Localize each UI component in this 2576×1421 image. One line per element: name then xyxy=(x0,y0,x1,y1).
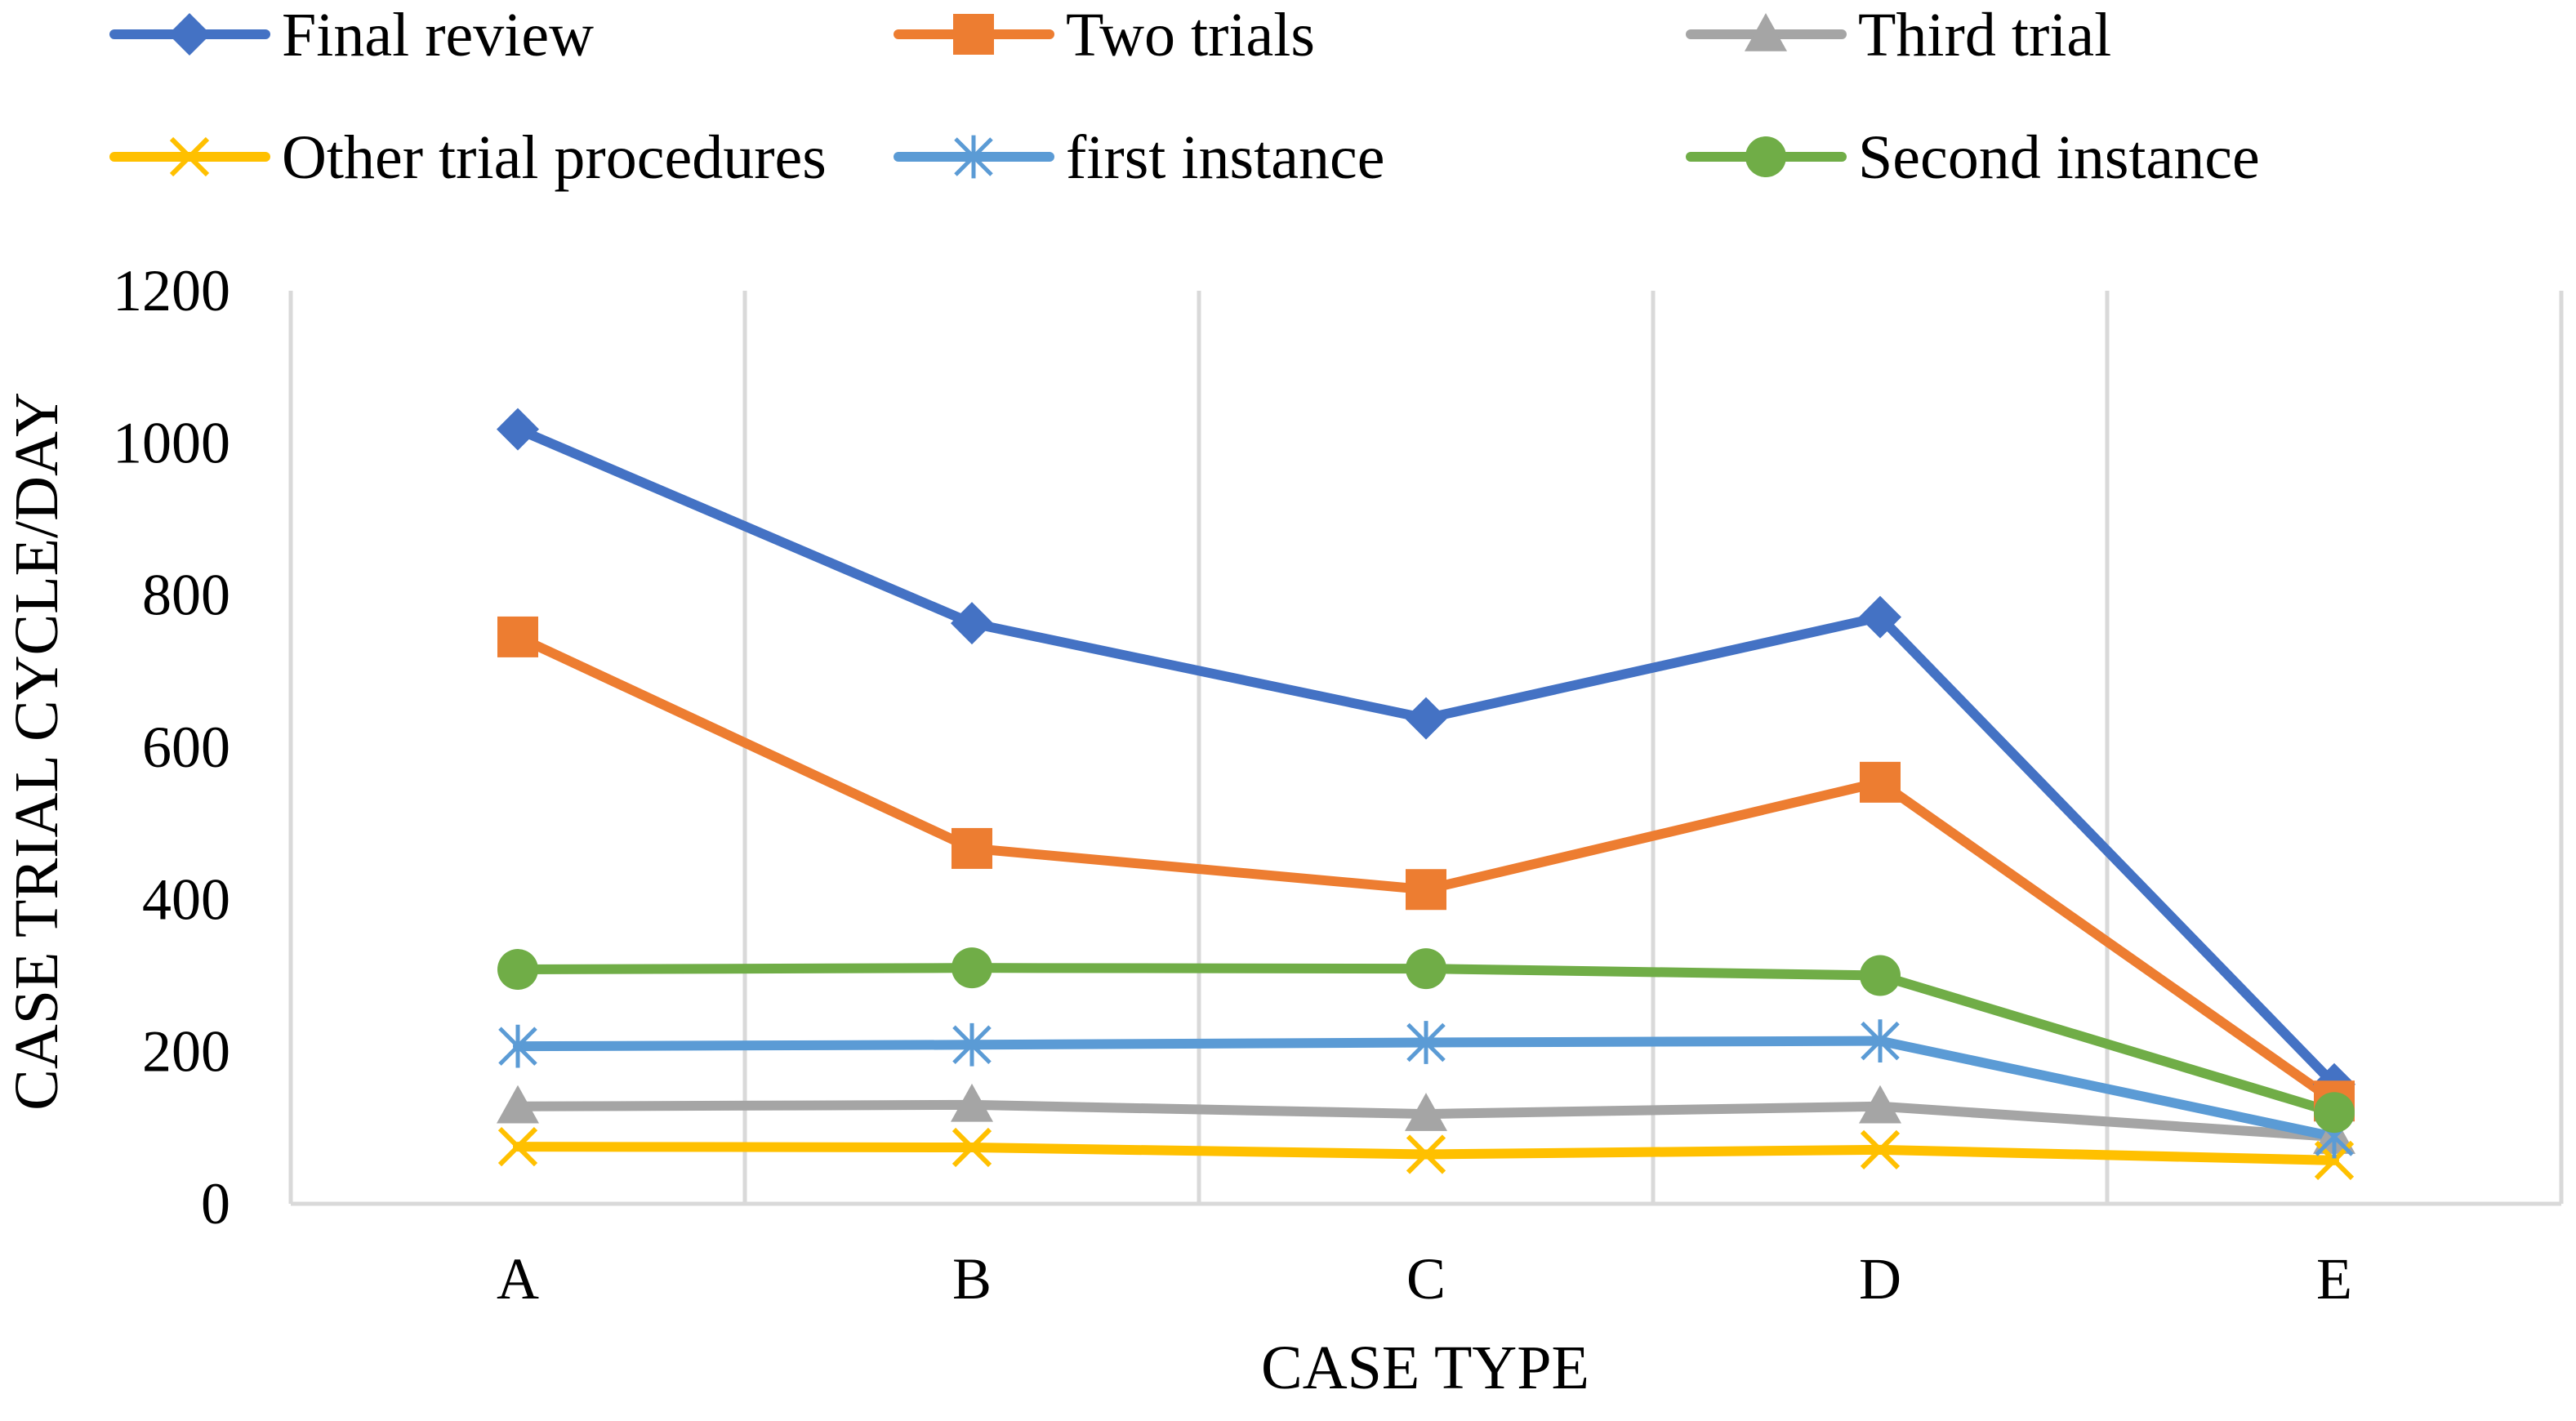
point-final-review xyxy=(951,602,993,645)
x-tick-label: E xyxy=(2316,1246,2352,1312)
series-markers xyxy=(497,408,2355,1181)
x-tick-label: B xyxy=(952,1246,992,1312)
point-two-trials xyxy=(497,616,538,657)
point-final-review xyxy=(497,408,539,451)
point-two-trials xyxy=(1860,761,1901,803)
point-third-trial xyxy=(1405,1093,1447,1131)
legend-item-second-instance: Second instance xyxy=(1686,123,2260,192)
point-second-instance xyxy=(952,947,992,989)
x-tick-label: D xyxy=(1859,1246,1901,1312)
legend-label: first instance xyxy=(1066,123,1384,192)
y-tick-labels: 0 200 400 600 800 1000 1200 xyxy=(113,258,230,1236)
point-other-trial-procedures xyxy=(1860,1129,1901,1169)
point-final-review xyxy=(1859,595,1901,639)
legend-label: Two trials xyxy=(1066,1,1315,69)
point-second-instance xyxy=(2314,1092,2355,1134)
point-third-trial xyxy=(1859,1085,1901,1124)
point-other-trial-procedures xyxy=(1406,1134,1446,1174)
y-tick-label: 1000 xyxy=(113,410,230,475)
legend-marker-second-instance xyxy=(1745,136,1786,177)
legend-item-other-trial-procedures: Other trial procedures xyxy=(109,123,827,192)
legend-label: Final review xyxy=(282,1,594,69)
y-tick-label: 200 xyxy=(142,1019,230,1085)
point-first-instance xyxy=(1861,1019,1900,1063)
x-axis-title: CASE TYPE xyxy=(1261,1334,1589,1402)
point-first-instance xyxy=(1406,1021,1446,1064)
point-other-trial-procedures-stroke xyxy=(952,1127,992,1168)
legend-item-two-trials: Two trials xyxy=(894,1,1315,69)
legend-item-first-instance: first instance xyxy=(894,123,1384,192)
point-first-instance xyxy=(952,1022,992,1067)
legend-label: Second instance xyxy=(1858,123,2260,192)
legend-item-third-trial: Third trial xyxy=(1686,1,2111,69)
legend-marker-other-trial-procedures xyxy=(169,136,210,177)
point-second-instance xyxy=(497,949,538,991)
point-second-instance xyxy=(1406,948,1446,990)
y-tick-label: 800 xyxy=(142,563,230,628)
y-axis-title: CASE TRIAL CYCLE/DAY xyxy=(2,392,71,1111)
y-tick-label: 0 xyxy=(201,1171,230,1236)
point-second-instance xyxy=(1860,955,1901,996)
legend-label: Third trial xyxy=(1858,1,2111,69)
legend-label: Other trial procedures xyxy=(282,123,827,192)
x-tick-label: C xyxy=(1406,1246,1446,1312)
point-other-trial-procedures xyxy=(952,1127,992,1168)
point-other-trial-procedures xyxy=(497,1127,538,1167)
point-two-trials xyxy=(952,827,992,869)
point-other-trial-procedures-stroke xyxy=(1406,1134,1446,1174)
x-tick-label: A xyxy=(497,1246,539,1312)
y-tick-label: 600 xyxy=(142,715,230,780)
point-final-review xyxy=(1405,697,1447,740)
legend: Final review Two trials Third trial Other t… xyxy=(109,1,2260,192)
legend-marker-two-trials xyxy=(953,14,994,55)
point-third-trial xyxy=(497,1085,539,1124)
legend-marker-other-trial-procedures-stroke xyxy=(169,136,210,177)
y-tick-label: 1200 xyxy=(113,258,230,323)
legend-item-final-review: Final review xyxy=(109,1,594,69)
y-tick-label: 400 xyxy=(142,866,230,932)
x-tick-labels: A B C D E xyxy=(497,1246,2352,1312)
legend-marker-final-review xyxy=(168,13,211,56)
point-other-trial-procedures-stroke xyxy=(1860,1129,1901,1169)
point-third-trial xyxy=(951,1083,993,1122)
legend-marker-first-instance xyxy=(954,135,993,179)
axes xyxy=(288,291,2561,1206)
point-two-trials xyxy=(1406,869,1446,911)
point-first-instance xyxy=(498,1024,537,1068)
point-other-trial-procedures-stroke xyxy=(497,1127,538,1167)
legend-marker-third-trial xyxy=(1745,13,1787,51)
